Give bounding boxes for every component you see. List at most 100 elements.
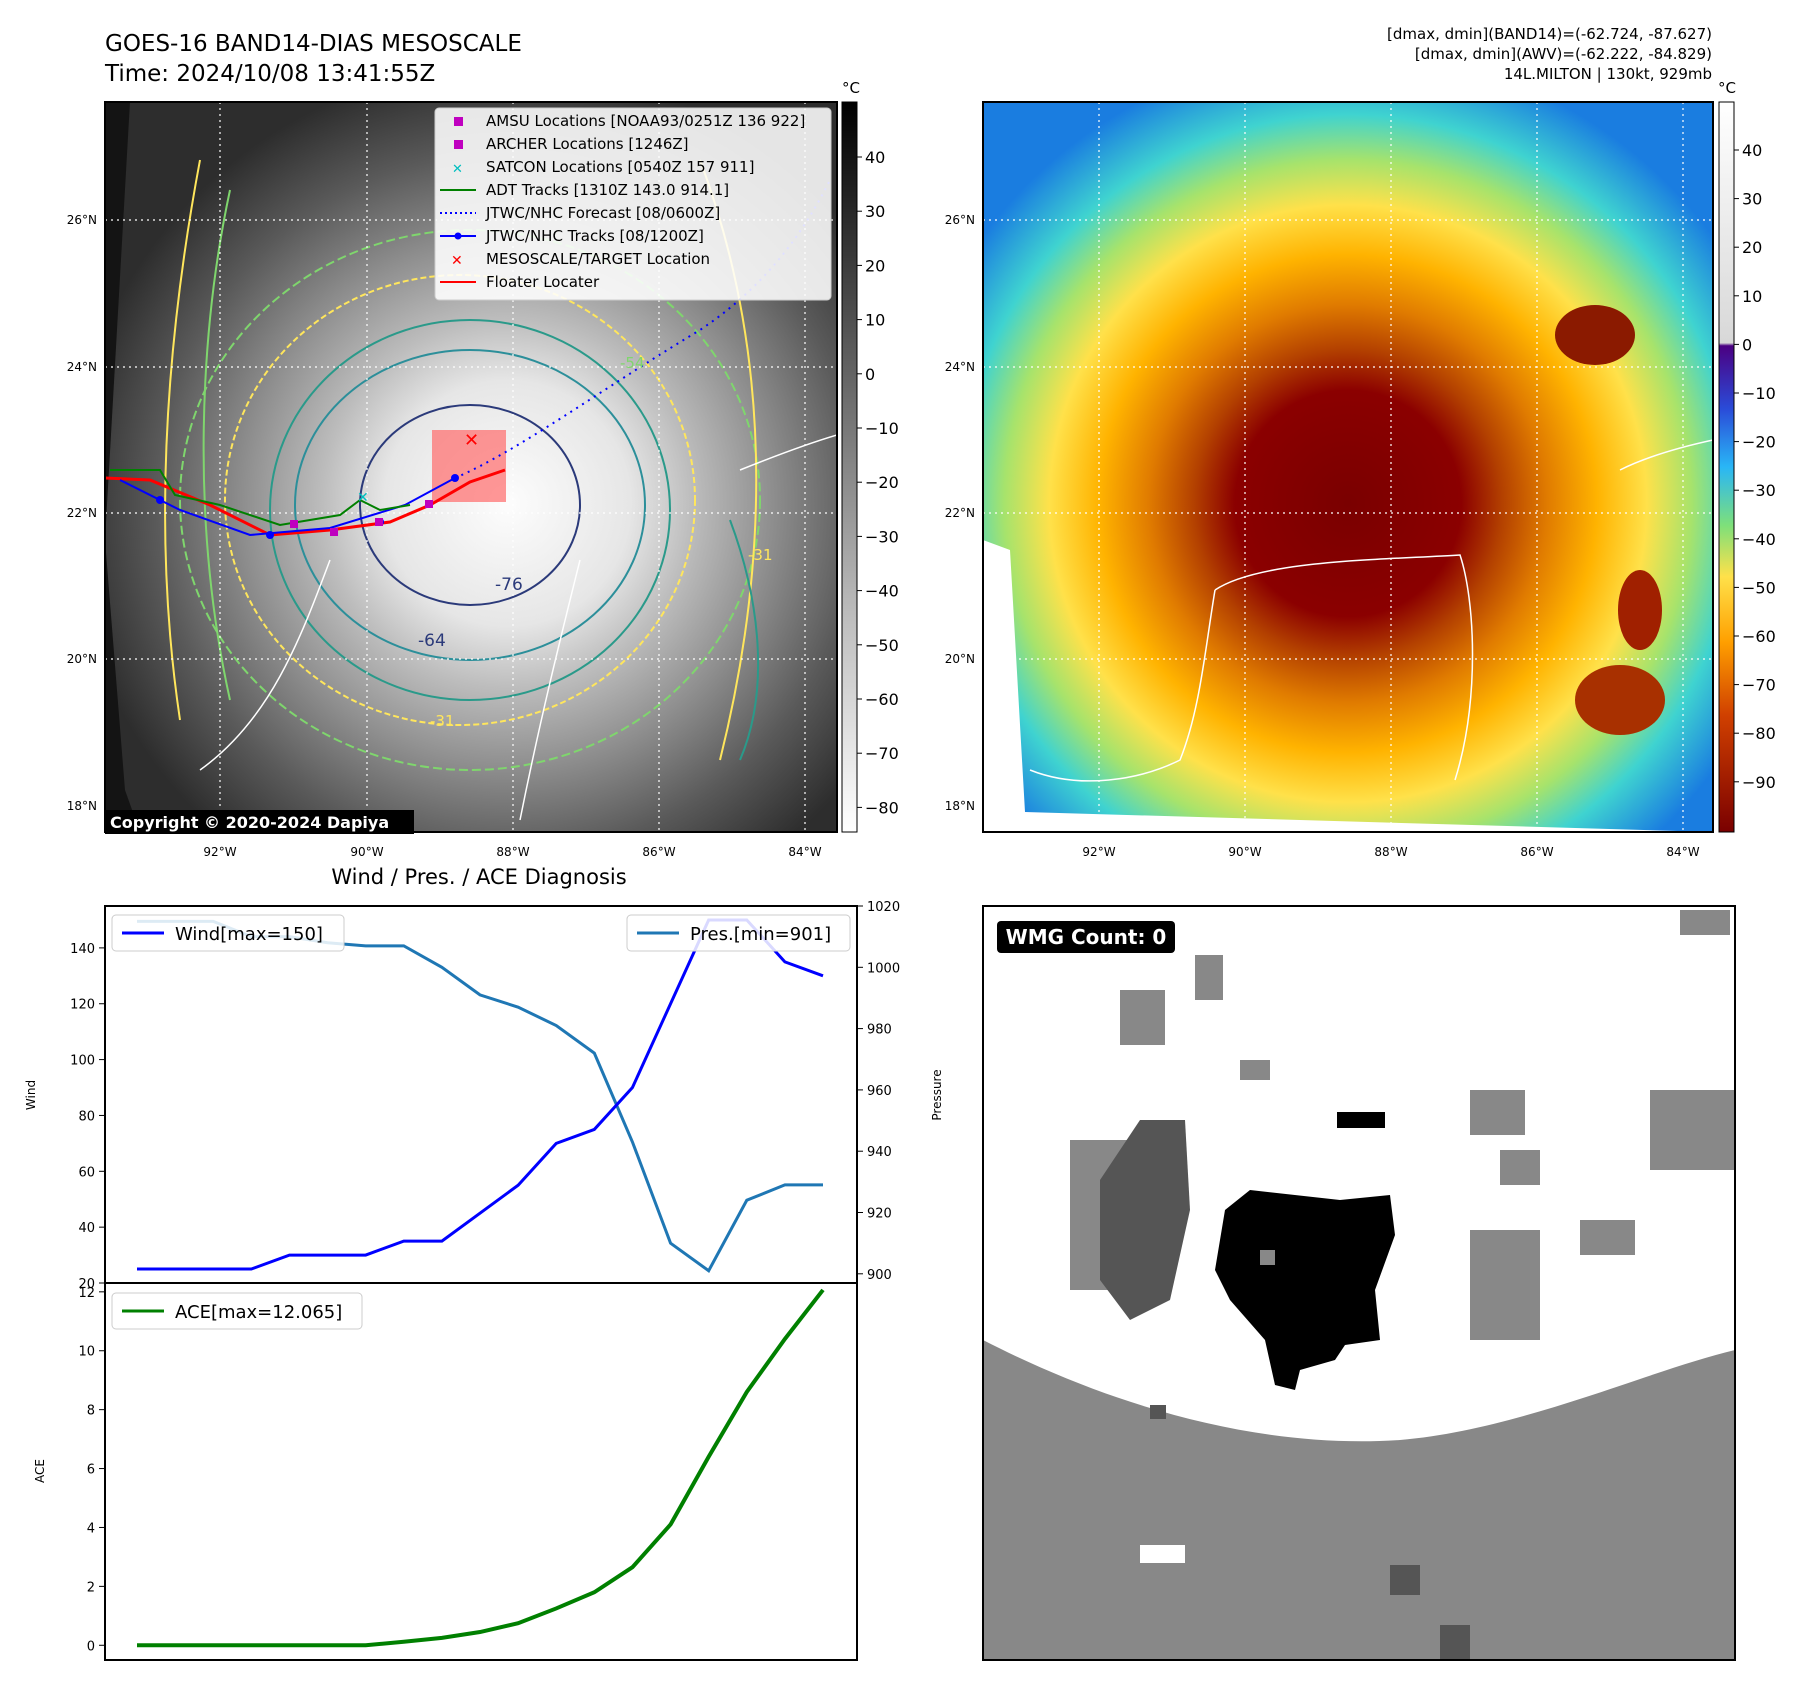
lat-label: 18°N <box>67 799 97 813</box>
gray-colorbar-tick-label: 0 <box>865 365 875 384</box>
gray-colorbar-tick-label: −30 <box>865 527 899 546</box>
wind-legend: Wind[max=150] <box>111 914 345 952</box>
wind-tick-label: 60 <box>78 1165 95 1180</box>
ace-tick-label: 12 <box>78 1286 95 1301</box>
wind-pressure-chart: Wind / Pres. / ACE Diagnosis 20 40 60 80 100… <box>24 865 944 1292</box>
legend-label-satcon: SATCON Locations [0540Z 157 911] <box>486 158 754 176</box>
color-colorbar-tick-label: −60 <box>1742 627 1776 646</box>
pressure-tick-label: 920 <box>867 1207 892 1222</box>
stats-band14: [dmax, dmin](BAND14)=(-62.724, -87.627) <box>1387 25 1712 43</box>
ace-tick-label: 0 <box>87 1639 95 1654</box>
pressure-tick-label: 980 <box>867 1023 892 1038</box>
ace-axis-label: ACE <box>33 1459 47 1483</box>
copyright-box <box>105 810 414 834</box>
lat-label: 26°N <box>67 213 97 227</box>
lat-label: 20°N <box>945 652 975 666</box>
colorbar-unit: °C <box>842 79 860 97</box>
color-colorbar-tick-label: −10 <box>1742 384 1776 403</box>
legend-wind: Wind[max=150] <box>175 924 323 945</box>
contour-label: -76 <box>495 575 523 595</box>
color-colorbar-tick-label: −40 <box>1742 530 1776 549</box>
gray-colorbar-tick-label: −70 <box>865 744 899 763</box>
lon-label: 88°W <box>1374 845 1407 859</box>
ir-color-map: 26°N 24°N 22°N 20°N 18°N 92°W 90°W 88°W … <box>945 101 1714 859</box>
color-colorbar-tick-label: 40 <box>1742 141 1762 160</box>
wind-tick-label: 20 <box>78 1277 95 1292</box>
map2-lat-labels: 26°N 24°N 22°N 20°N 18°N <box>945 213 975 813</box>
ace-tick-label: 6 <box>87 1463 95 1478</box>
adt-track <box>110 469 411 527</box>
svg-text:✕: ✕ <box>357 490 369 506</box>
legend-label-archer: ARCHER Locations [1246Z] <box>486 135 689 153</box>
gray-colorbar-tick-label: −80 <box>865 798 899 817</box>
pressure-tick-label: 1020 <box>867 900 900 915</box>
map2-lon-labels: 92°W 90°W 88°W 86°W 84°W <box>1082 845 1699 859</box>
svg-text:✕: ✕ <box>464 430 479 451</box>
gray-colorbar-tick-label: −10 <box>865 419 899 438</box>
legend-ace: ACE[max=12.065] <box>175 1302 342 1323</box>
gray-colorbar-tick-label: 30 <box>865 202 885 221</box>
jtwc-track <box>119 477 456 537</box>
wmg-panel: WMG Count: 0 <box>982 905 1736 1661</box>
legend-label-adt: ADT Tracks [1310Z 143.0 914.1] <box>486 181 729 199</box>
pressure-tick-label: 940 <box>867 1145 892 1160</box>
legend-label-floater: Floater Locater <box>486 273 600 291</box>
ace-tick-label: 2 <box>87 1580 95 1595</box>
wind-tick-label: 140 <box>70 942 95 957</box>
storm-info: 14L.MILTON | 130kt, 929mb <box>1504 65 1712 83</box>
ace-tick-label: 8 <box>87 1404 95 1419</box>
contour-label: -54 <box>620 354 645 372</box>
svg-text:✕: ✕ <box>452 162 463 177</box>
lat-label: 26°N <box>945 213 975 227</box>
lat-label: 24°N <box>945 360 975 374</box>
lon-label: 86°W <box>1520 845 1553 859</box>
gray-colorbar-tick-label: −40 <box>865 582 899 601</box>
pressure-tick-label: 900 <box>867 1268 892 1283</box>
gray-colorbar-tick-label: −50 <box>865 636 899 655</box>
color-colorbar-tick-label: −30 <box>1742 481 1776 500</box>
lat-label: 20°N <box>67 652 97 666</box>
map1-lat-labels: 26°N 24°N 22°N 20°N 18°N <box>67 213 97 813</box>
figure-title: GOES-16 BAND14-DIAS MESOSCALE <box>105 31 522 57</box>
lat-label: 18°N <box>945 799 975 813</box>
mesoscale-target-box <box>432 430 506 502</box>
gray-colorbar-tick-label: 40 <box>865 148 885 167</box>
lon-label: 90°W <box>1228 845 1261 859</box>
legend-label-mesoscale: MESOSCALE/TARGET Location <box>486 250 710 268</box>
legend-label-amsu: AMSU Locations [NOAA93/0251Z 136 922] <box>486 112 805 130</box>
color-colorbar-tick-label: −90 <box>1742 773 1776 792</box>
ace-series-line <box>137 1288 825 1648</box>
ace-chart: 0 2 4 6 8 10 12 ACE ACE[max=12.065] <box>33 1282 858 1661</box>
lon-label: 88°W <box>496 845 529 859</box>
lon-label: 84°W <box>788 845 821 859</box>
contour-label: -64 <box>418 631 446 651</box>
contour-label: -31 <box>430 712 455 730</box>
ir-gray-map: ✕ ✕ -76 -64 -31 -31 -54 Copyright © 2020… <box>67 101 838 859</box>
legend-label-forecast: JTWC/NHC Forecast [08/0600Z] <box>485 204 720 222</box>
wind-axis-label: Wind <box>24 1080 38 1110</box>
color-colorbar-tick-label: −70 <box>1742 676 1776 695</box>
legend-label-tracks: JTWC/NHC Tracks [08/1200Z] <box>485 227 704 245</box>
color-colorbar-tick-label: −20 <box>1742 433 1776 452</box>
color-colorbar-tick-label: 30 <box>1742 190 1762 209</box>
ace-tick-label: 10 <box>78 1345 95 1360</box>
lon-label: 92°W <box>203 845 236 859</box>
pressure-tick-label: 1000 <box>867 961 900 976</box>
lon-label: 84°W <box>1666 845 1699 859</box>
gray-colorbar-tick-label: −20 <box>865 473 899 492</box>
lon-label: 86°W <box>642 845 675 859</box>
lat-label: 22°N <box>67 506 97 520</box>
color-colorbar-tick-label: 0 <box>1742 335 1752 354</box>
ace-tick-label: 4 <box>87 1521 95 1536</box>
color-colorbar-tick-label: 10 <box>1742 287 1762 306</box>
wind-tick-label: 100 <box>70 1054 95 1069</box>
wmg-count-box <box>997 921 1175 953</box>
lat-label: 22°N <box>945 506 975 520</box>
wind-tick-label: 40 <box>78 1221 95 1236</box>
legend-pressure: Pres.[min=901] <box>690 924 831 945</box>
map-legend: AMSU Locations [NOAA93/0251Z 136 922] AR… <box>434 107 832 301</box>
lon-label: 90°W <box>350 845 383 859</box>
color-colorbar-tick-label: −50 <box>1742 578 1776 597</box>
stats-awv: [dmax, dmin](AWV)=(-62.222, -84.829) <box>1415 45 1712 63</box>
